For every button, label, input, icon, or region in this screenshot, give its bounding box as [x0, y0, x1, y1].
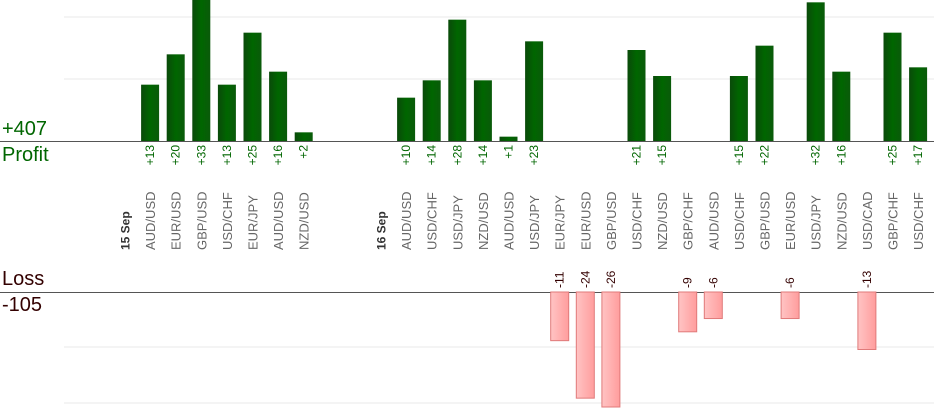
profit-value-label: +23: [527, 145, 541, 166]
loss-bar: [550, 291, 570, 342]
profit-value-label: +2: [297, 145, 311, 159]
profit-bar: [294, 132, 313, 141]
pair-label: NZD/USD: [655, 192, 670, 250]
profit-bar: [755, 45, 774, 141]
pair-label: USD/CHF: [630, 192, 645, 250]
profit-bar: [243, 32, 262, 141]
profit-value-label: +25: [886, 145, 900, 166]
profit-bar: [729, 76, 748, 141]
loss-bar: [601, 291, 621, 408]
profit-bar: [883, 32, 902, 141]
profit-bar: [525, 41, 544, 142]
pair-label: AUD/USD: [143, 191, 158, 250]
loss-bar: [678, 291, 698, 333]
pair-label: USD/CAD: [860, 191, 875, 250]
pair-label: EUR/USD: [169, 191, 184, 250]
loss-value-label: -26: [604, 270, 618, 288]
loss-value-label: -6: [706, 277, 720, 288]
profit-value-label: +15: [732, 145, 746, 166]
profit-value-label: +32: [809, 145, 823, 166]
loss-bar: [857, 291, 877, 350]
profit-bar: [448, 19, 467, 142]
pair-label: USD/CHF: [732, 192, 747, 250]
profit-value-label: +1: [502, 145, 516, 159]
pair-label: EUR/USD: [578, 191, 593, 250]
loss-label: Loss: [2, 268, 45, 290]
profit-bar: [909, 67, 928, 141]
profit-bar: [397, 97, 416, 141]
pair-label: AUD/USD: [502, 191, 517, 250]
profit-value-label: +17: [911, 145, 925, 166]
loss-value-label: -6: [783, 277, 797, 288]
profit-value-label: +22: [758, 145, 772, 166]
pair-label: EUR/JPY: [246, 195, 261, 250]
loss-bar: [575, 291, 595, 399]
pair-label: AUD/USD: [399, 191, 414, 250]
pair-label: USD/CHF: [425, 192, 440, 250]
profit-value-label: +16: [834, 145, 848, 166]
profit-bar: [192, 0, 211, 141]
profit-value-label: +15: [655, 145, 669, 166]
profit-value-label: +21: [630, 145, 644, 166]
profit-bar: [473, 80, 492, 141]
profit-bar: [653, 76, 672, 141]
profit-bar: [141, 84, 160, 141]
profit-bar: [627, 50, 646, 141]
profit-bar: [806, 2, 825, 142]
loss-value-label: -9: [681, 277, 695, 288]
profit-bar: [832, 71, 851, 141]
pair-label: NZD/USD: [476, 192, 491, 250]
pair-label: USD/JPY: [450, 195, 465, 250]
pair-label: USD/CHF: [220, 192, 235, 250]
loss-total: -105: [2, 294, 43, 316]
pair-label: GBP/USD: [604, 191, 619, 250]
pair-label: GBP/USD: [758, 191, 773, 250]
loss-value-label: -24: [578, 270, 592, 288]
date-label: 15 Sep: [119, 211, 133, 250]
profit-bar: [499, 136, 518, 141]
pair-label: GBP/USD: [194, 191, 209, 250]
loss-value-label: -13: [860, 270, 874, 288]
pair-label: NZD/USD: [297, 192, 312, 250]
pair-label: GBP/CHF: [886, 192, 901, 250]
profit-value-label: +28: [450, 145, 464, 166]
pair-label: EUR/JPY: [553, 195, 568, 250]
profit-value-label: +14: [476, 145, 490, 166]
date-label: 16 Sep: [375, 211, 389, 250]
loss-value-label: -11: [553, 271, 567, 288]
profit-label: Profit: [2, 144, 49, 166]
pair-label: GBP/CHF: [681, 192, 696, 250]
profit-value-label: +33: [194, 145, 208, 166]
pair-label: USD/JPY: [527, 195, 542, 250]
profit-value-label: +25: [246, 145, 260, 166]
profit-value-label: +14: [425, 145, 439, 166]
profit-value-label: +20: [169, 145, 183, 166]
profit-bar: [422, 80, 441, 141]
pair-label: NZD/USD: [834, 192, 849, 250]
pair-label: EUR/USD: [783, 191, 798, 250]
profit-value-label: +10: [399, 145, 413, 166]
profit-bar: [166, 54, 185, 142]
pair-label: AUD/USD: [271, 191, 286, 250]
profit-value-label: +13: [220, 145, 234, 166]
profit-bar: [269, 71, 288, 141]
pair-label: USD/JPY: [809, 195, 824, 250]
pair-label: AUD/USD: [706, 191, 721, 250]
pair-label: USD/CHF: [911, 192, 926, 250]
profit-value-label: +16: [271, 145, 285, 166]
loss-bar: [780, 291, 800, 320]
profit-bar: [217, 84, 236, 141]
profit-value-label: +13: [143, 145, 157, 166]
loss-bar: [703, 291, 723, 320]
profit-total: +407: [2, 118, 48, 140]
